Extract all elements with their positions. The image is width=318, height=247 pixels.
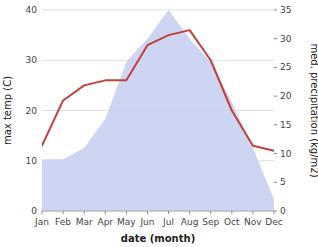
y-tick-label: 40 <box>26 5 38 15</box>
y2-tick <box>274 153 277 154</box>
y2-tick-label: 5 <box>280 177 286 187</box>
x-tick-label: Jul <box>162 217 174 227</box>
y2-tick-label: 0 <box>280 206 286 216</box>
y2-tick <box>274 124 277 125</box>
x-tick-label: Mar <box>76 217 93 227</box>
y-tick-label: 30 <box>26 55 38 65</box>
x-tick-label: Jun <box>139 217 154 227</box>
y2-tick-label: 10 <box>280 149 292 159</box>
y2-axis-label: med. precipitation (kg/m2) <box>309 43 318 177</box>
data <box>42 10 274 211</box>
x-tick <box>168 211 169 214</box>
x-tick <box>252 211 253 214</box>
x-tick <box>274 211 275 214</box>
x-tick-label: Feb <box>55 217 71 227</box>
y2-tick <box>274 67 277 68</box>
x-tick <box>231 211 232 214</box>
chart: 01020304005101520253035JanFebMarAprMayJu… <box>0 0 318 247</box>
grid-line <box>42 211 274 212</box>
x-tick <box>210 211 211 214</box>
y-tick-label: 20 <box>26 106 38 116</box>
y2-tick-label: 35 <box>280 5 291 15</box>
x-tick <box>63 211 64 214</box>
y2-tick-label: 25 <box>280 62 291 72</box>
x-tick <box>42 211 43 214</box>
x-tick-label: Sep <box>202 217 219 227</box>
precipitation-area <box>42 10 274 211</box>
y2-tick-label: 20 <box>280 91 292 101</box>
y-axis-label: max temp (C) <box>2 76 13 145</box>
y-tick-label: 10 <box>26 156 38 166</box>
x-tick-label: Nov <box>244 217 262 227</box>
y2-tick <box>274 38 277 39</box>
grid-line <box>42 10 274 11</box>
x-axis-line <box>42 211 274 212</box>
x-tick-label: Dec <box>265 217 282 227</box>
x-axis-label: date (month) <box>121 233 195 244</box>
y2-tick-label: 15 <box>280 120 291 130</box>
x-tick <box>105 211 106 214</box>
x-tick <box>126 211 127 214</box>
x-tick-label: Oct <box>224 217 240 227</box>
y2-tick-label: 30 <box>280 34 292 44</box>
x-tick <box>189 211 190 214</box>
x-tick <box>84 211 85 214</box>
y2-tick <box>274 96 277 97</box>
grid <box>42 10 274 211</box>
x-tick-label: May <box>117 217 136 227</box>
x-tick-label: Apr <box>97 217 113 227</box>
x-tick-label: Aug <box>181 217 199 227</box>
x-tick-label: Jan <box>34 217 49 227</box>
y2-tick <box>274 10 277 11</box>
temperature-line <box>42 30 274 151</box>
y-tick-label: 0 <box>31 206 37 216</box>
x-tick <box>147 211 148 214</box>
y2-tick <box>274 182 277 183</box>
